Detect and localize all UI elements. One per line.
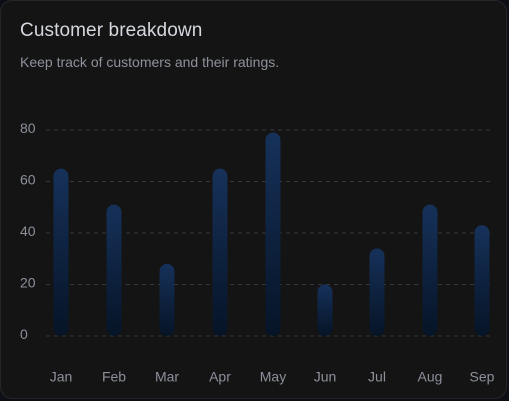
x-tick-label: Apr: [209, 369, 231, 385]
bar-aug[interactable]: [422, 204, 438, 336]
x-tick-label: Sep: [470, 369, 495, 385]
bars: [53, 132, 490, 337]
bar-jul[interactable]: [369, 248, 385, 336]
card-subtitle: Keep track of customers and their rating…: [20, 54, 280, 70]
bar-jun[interactable]: [317, 284, 333, 337]
x-tick-label: Jan: [50, 369, 73, 385]
x-tick-label: May: [260, 369, 286, 385]
x-tick-label: Aug: [418, 369, 443, 385]
x-tick-label: Mar: [155, 369, 179, 385]
bar-mar[interactable]: [159, 263, 175, 336]
card-title: Customer breakdown: [20, 20, 203, 41]
bar-may[interactable]: [265, 132, 281, 336]
y-tick-label: 40: [20, 223, 36, 239]
y-tick-label: 60: [20, 172, 36, 188]
y-axis-ticks: 0 20 40 60 80: [20, 120, 36, 342]
x-axis-ticks: Jan Feb Mar Apr May Jun Jul Aug Sep: [50, 369, 495, 385]
y-tick-label: 80: [20, 120, 36, 136]
y-tick-label: 20: [20, 275, 36, 291]
bar-sep[interactable]: [474, 225, 490, 336]
bar-feb[interactable]: [106, 204, 122, 336]
x-tick-label: Jun: [314, 369, 337, 385]
x-tick-label: Jul: [368, 369, 386, 385]
x-tick-label: Feb: [102, 369, 126, 385]
bar-jan[interactable]: [53, 168, 69, 336]
bar-apr[interactable]: [212, 168, 228, 336]
y-tick-label: 0: [20, 326, 28, 342]
